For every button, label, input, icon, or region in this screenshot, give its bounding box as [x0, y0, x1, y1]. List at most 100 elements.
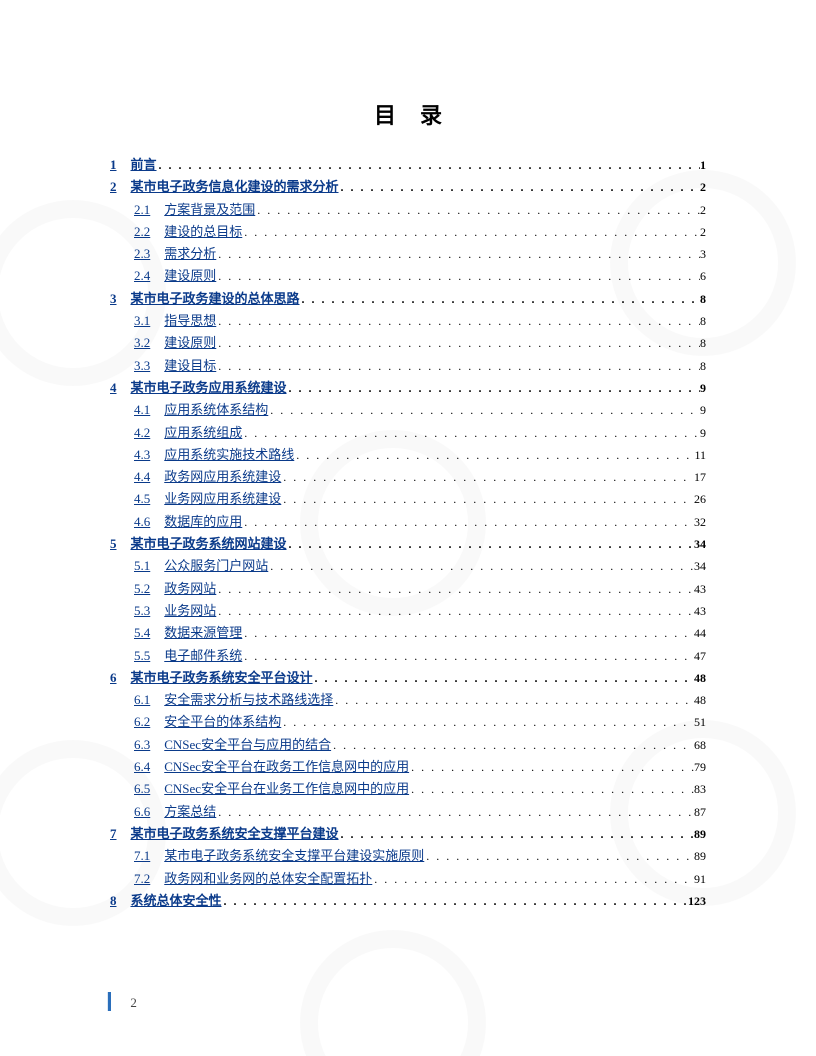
toc-entry[interactable]: 3某市电子政务建设的总体思路. . . . . . . . . . . . . …: [110, 292, 706, 305]
toc-entry-label: 应用系统组成: [164, 426, 242, 439]
toc-entry[interactable]: 3.2建设原则. . . . . . . . . . . . . . . . .…: [110, 336, 706, 349]
toc-entry-label: 某市电子政务系统安全平台设计: [131, 671, 313, 684]
toc-entry-page: 91: [694, 873, 706, 885]
toc-entry-label: 业务网站: [164, 604, 216, 617]
toc-entry-number: 4.3: [134, 448, 164, 461]
toc-entry[interactable]: 5.2政务网站. . . . . . . . . . . . . . . . .…: [110, 582, 706, 595]
toc-entry[interactable]: 4.5业务网应用系统建设. . . . . . . . . . . . . . …: [110, 492, 706, 505]
toc-entry-number: 7.2: [134, 872, 164, 885]
toc-entry-page: 123: [688, 895, 706, 907]
toc-entry-label: 方案总结: [164, 805, 216, 818]
toc-entry-page: 89: [694, 850, 706, 862]
toc-entry-number: 8: [110, 894, 131, 907]
toc-entry[interactable]: 4.6数据库的应用. . . . . . . . . . . . . . . .…: [110, 515, 706, 528]
toc-entry[interactable]: 4.3应用系统实施技术路线. . . . . . . . . . . . . .…: [110, 448, 706, 461]
toc-entry[interactable]: 5某市电子政务系统网站建设. . . . . . . . . . . . . .…: [110, 537, 706, 550]
toc-entry-page: 26: [694, 493, 706, 505]
toc-leader-dots: . . . . . . . . . . . . . . . . . . . . …: [216, 270, 700, 282]
toc-entry-number: 6.2: [134, 715, 164, 728]
toc-entry[interactable]: 7.2政务网和业务网的总体安全配置拓扑. . . . . . . . . . .…: [110, 872, 706, 885]
toc-entry-page: 8: [700, 360, 706, 372]
toc-entry[interactable]: 3.3建设目标. . . . . . . . . . . . . . . . .…: [110, 359, 706, 372]
toc-entry[interactable]: 6.1安全需求分析与技术路线选择. . . . . . . . . . . . …: [110, 693, 706, 706]
toc-entry-label: 需求分析: [164, 247, 216, 260]
toc-entry-number: 3.3: [134, 359, 164, 372]
toc-entry[interactable]: 2.2建设的总目标. . . . . . . . . . . . . . . .…: [110, 225, 706, 238]
toc-entry[interactable]: 6某市电子政务系统安全平台设计. . . . . . . . . . . . .…: [110, 671, 706, 684]
toc-entry-number: 7: [110, 827, 131, 840]
toc-entry-label: 政务网和业务网的总体安全配置拓扑: [164, 872, 372, 885]
toc-entry[interactable]: 3.1指导思想. . . . . . . . . . . . . . . . .…: [110, 314, 706, 327]
toc-entry[interactable]: 2.1方案背景及范围. . . . . . . . . . . . . . . …: [110, 203, 706, 216]
toc-leader-dots: . . . . . . . . . . . . . . . . . . . . …: [216, 337, 700, 349]
toc-entry[interactable]: 7某市电子政务系统安全支撑平台建设. . . . . . . . . . . .…: [110, 827, 706, 840]
toc-leader-dots: . . . . . . . . . . . . . . . . . . . . …: [339, 828, 694, 840]
toc-entry[interactable]: 5.4数据来源管理. . . . . . . . . . . . . . . .…: [110, 626, 706, 639]
toc-entry-page: 48: [694, 672, 706, 684]
toc-entry-page: 44: [694, 627, 706, 639]
toc-list: 1前言. . . . . . . . . . . . . . . . . . .…: [110, 158, 706, 907]
toc-entry[interactable]: 4.2应用系统组成. . . . . . . . . . . . . . . .…: [110, 426, 706, 439]
toc-entry-label: CNSec安全平台在业务工作信息网中的应用: [164, 782, 409, 795]
toc-entry[interactable]: 2.3需求分析. . . . . . . . . . . . . . . . .…: [110, 247, 706, 260]
toc-entry-page: 43: [694, 583, 706, 595]
toc-entry-number: 6: [110, 671, 131, 684]
toc-title: 目录: [110, 98, 706, 130]
toc-entry[interactable]: 1前言. . . . . . . . . . . . . . . . . . .…: [110, 158, 706, 171]
toc-entry-label: 某市电子政务信息化建设的需求分析: [131, 180, 339, 193]
toc-entry[interactable]: 5.5电子邮件系统. . . . . . . . . . . . . . . .…: [110, 649, 706, 662]
page-body: 目录 1前言. . . . . . . . . . . . . . . . . …: [110, 98, 706, 916]
toc-entry-label: 政务网应用系统建设: [164, 470, 281, 483]
page-number: 2: [130, 995, 137, 1010]
toc-entry[interactable]: 4某市电子政务应用系统建设. . . . . . . . . . . . . .…: [110, 381, 706, 394]
toc-entry-number: 2.4: [134, 269, 164, 282]
toc-entry[interactable]: 7.1某市电子政务系统安全支撑平台建设实施原则. . . . . . . . .…: [110, 849, 706, 862]
toc-entry-label: 安全需求分析与技术路线选择: [164, 693, 333, 706]
toc-entry-label: 某市电子政务建设的总体思路: [131, 292, 300, 305]
toc-entry-label: 安全平台的体系结构: [164, 715, 281, 728]
toc-entry-label: 某市电子政务应用系统建设: [131, 381, 287, 394]
toc-entry[interactable]: 8系统总体安全性. . . . . . . . . . . . . . . . …: [110, 894, 706, 907]
toc-entry-number: 7.1: [134, 849, 164, 862]
toc-entry[interactable]: 4.4政务网应用系统建设. . . . . . . . . . . . . . …: [110, 470, 706, 483]
toc-entry-page: 2: [700, 181, 706, 193]
toc-leader-dots: . . . . . . . . . . . . . . . . . . . . …: [409, 783, 694, 795]
toc-entry-label: 建设的总目标: [164, 225, 242, 238]
toc-entry-number: 5.2: [134, 582, 164, 595]
toc-leader-dots: . . . . . . . . . . . . . . . . . . . . …: [242, 226, 700, 238]
toc-entry[interactable]: 5.1公众服务门户网站. . . . . . . . . . . . . . .…: [110, 559, 706, 572]
toc-entry-label: 建设目标: [164, 359, 216, 372]
toc-entry[interactable]: 6.6方案总结. . . . . . . . . . . . . . . . .…: [110, 805, 706, 818]
toc-entry-number: 1: [110, 158, 131, 171]
toc-leader-dots: . . . . . . . . . . . . . . . . . . . . …: [242, 627, 694, 639]
toc-entry-number: 5.4: [134, 626, 164, 639]
toc-leader-dots: . . . . . . . . . . . . . . . . . . . . …: [281, 493, 694, 505]
toc-leader-dots: . . . . . . . . . . . . . . . . . . . . …: [216, 806, 694, 818]
toc-leader-dots: . . . . . . . . . . . . . . . . . . . . …: [333, 694, 694, 706]
toc-entry-page: 3: [700, 248, 706, 260]
toc-entry-number: 6.3: [134, 738, 164, 751]
toc-entry-label: 数据来源管理: [164, 626, 242, 639]
toc-entry-page: 79: [694, 761, 706, 773]
toc-entry-label: 建设原则: [164, 336, 216, 349]
toc-entry-page: 8: [700, 337, 706, 349]
toc-entry-number: 2.3: [134, 247, 164, 260]
toc-entry[interactable]: 5.3业务网站. . . . . . . . . . . . . . . . .…: [110, 604, 706, 617]
toc-entry-number: 2.1: [134, 203, 164, 216]
toc-entry[interactable]: 6.4CNSec安全平台在政务工作信息网中的应用. . . . . . . . …: [110, 760, 706, 773]
toc-entry-page: 8: [700, 315, 706, 327]
toc-entry[interactable]: 4.1应用系统体系结构. . . . . . . . . . . . . . .…: [110, 403, 706, 416]
toc-leader-dots: . . . . . . . . . . . . . . . . . . . . …: [300, 293, 700, 305]
toc-leader-dots: . . . . . . . . . . . . . . . . . . . . …: [216, 248, 700, 260]
toc-leader-dots: . . . . . . . . . . . . . . . . . . . . …: [281, 716, 694, 728]
toc-entry[interactable]: 6.2安全平台的体系结构. . . . . . . . . . . . . . …: [110, 715, 706, 728]
toc-entry[interactable]: 6.5CNSec安全平台在业务工作信息网中的应用. . . . . . . . …: [110, 782, 706, 795]
toc-leader-dots: . . . . . . . . . . . . . . . . . . . . …: [242, 427, 700, 439]
toc-entry-page: 89: [694, 828, 706, 840]
toc-entry-label: 政务网站: [164, 582, 216, 595]
toc-entry[interactable]: 2某市电子政务信息化建设的需求分析. . . . . . . . . . . .…: [110, 180, 706, 193]
toc-entry-label: CNSec安全平台在政务工作信息网中的应用: [164, 760, 409, 773]
toc-leader-dots: . . . . . . . . . . . . . . . . . . . . …: [372, 873, 694, 885]
toc-entry[interactable]: 2.4建设原则. . . . . . . . . . . . . . . . .…: [110, 269, 706, 282]
toc-entry[interactable]: 6.3CNSec安全平台与应用的结合. . . . . . . . . . . …: [110, 738, 706, 751]
